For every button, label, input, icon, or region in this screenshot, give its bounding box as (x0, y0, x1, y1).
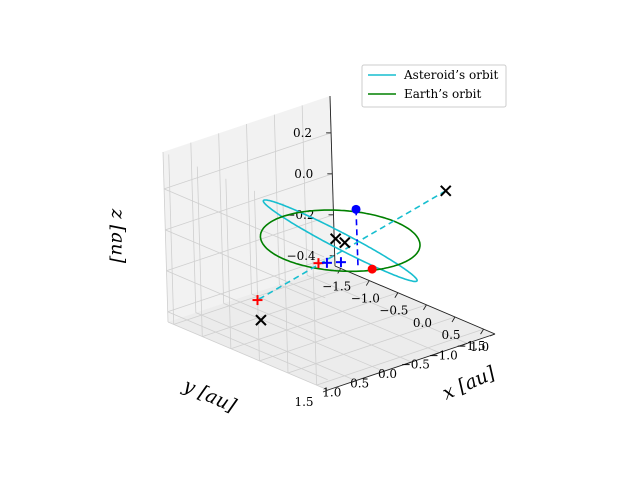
z-tick-label-3: 0.2 (293, 126, 312, 140)
grid-layer (162, 95, 496, 391)
marker-cross-7 (329, 233, 342, 245)
y-tick-label-5: 1.0 (322, 386, 341, 400)
dashed-line-1 (257, 190, 447, 301)
gridline-x-back-3 (254, 190, 260, 361)
gridline-x-back-2 (225, 178, 232, 349)
gridline-y-floor-1 (307, 274, 468, 344)
x-tick-mark-4 (451, 316, 456, 323)
gridline-y-left-5 (190, 142, 197, 313)
marker-plus-5 (335, 257, 346, 268)
marker-cross-b-8 (339, 236, 351, 249)
x-axis-label: x [au] (439, 362, 499, 405)
gridline-y-left-1 (301, 105, 308, 276)
y-tick-label-6: 1.5 (294, 395, 313, 409)
y-tick-mark-0 (489, 333, 496, 337)
y-tick-label-2: −0.5 (401, 358, 430, 372)
gridline-y-left-3 (246, 123, 252, 295)
gridline-y-floor-4 (223, 302, 384, 372)
marker-cross-b-7 (329, 233, 342, 245)
gridline-y-left-4 (218, 133, 225, 304)
marker-plus-3 (252, 295, 263, 306)
marker-cross-b-6 (440, 185, 452, 197)
y-tick-mark-6 (322, 389, 329, 393)
marker-cross-8 (339, 236, 351, 249)
gridline-z-left-1 (166, 214, 334, 272)
gridline-z-back-1 (166, 270, 327, 340)
x-tick-label-2: −0.5 (379, 304, 408, 318)
gridline-z-back-0 (167, 311, 328, 381)
y-tick-mark-1 (461, 342, 468, 346)
z-axis-label: z [au] (107, 208, 129, 264)
y-tick-mark-3 (406, 361, 412, 365)
x-tick-label-4: 0.5 (441, 328, 460, 342)
legend-label-asteroid: Asteroid’s orbit (403, 68, 498, 82)
x-tick-mark-2 (394, 292, 399, 298)
x-tick-label-1: −1.0 (351, 292, 380, 306)
x-tick-mark-5 (480, 328, 484, 335)
y-tick-mark-5 (350, 380, 357, 384)
y-tick-label-3: 0.0 (378, 367, 397, 381)
y-tick-label-4: 0.5 (350, 376, 369, 390)
gridline-z-left-0 (167, 255, 335, 313)
gridline-y-floor-6 (167, 321, 329, 391)
x-tick-label-3: 0.0 (413, 316, 432, 330)
marker-cross-6 (440, 185, 452, 197)
y-axis-label: y [au] (179, 374, 240, 417)
legend-frame (361, 64, 507, 108)
gridline-z-back-2 (165, 229, 326, 299)
gridline-y-floor-5 (195, 312, 356, 382)
x-tick-mark-3 (423, 304, 427, 311)
gridline-z-left-2 (165, 173, 333, 231)
legend: Asteroid’s orbit Earth’s orbit (361, 64, 507, 108)
z-tick-label-2: 0.0 (294, 167, 313, 181)
marker-cross-b-9 (255, 314, 267, 326)
y-tick-mark-4 (378, 370, 384, 374)
gridline-x-back-1 (196, 166, 203, 337)
marker-cross-9 (255, 314, 267, 326)
y-tick-mark-2 (434, 352, 440, 356)
gridline-y-floor-3 (251, 293, 412, 363)
y-tick-label-1: −1.0 (429, 348, 458, 362)
legend-label-earth: Earth’s orbit (404, 87, 481, 101)
gridline-y-floor-2 (279, 284, 440, 354)
y-tick-label-0: −1.5 (456, 339, 485, 353)
x-axis-line (334, 265, 496, 335)
marker-plus-4 (321, 257, 332, 268)
x-tick-label-5: 1.0 (470, 340, 489, 354)
gridline-z-back-3 (163, 188, 325, 258)
z-tick-label-0: −0.4 (287, 249, 317, 263)
x-tick-mark-1 (365, 280, 370, 286)
marker-dot-1 (367, 264, 377, 274)
marker-dot-0 (351, 204, 361, 214)
marker-layer (252, 185, 452, 326)
gridline-x-back-0 (168, 154, 175, 325)
marker-plus-2 (313, 258, 324, 269)
series-line-0 (262, 199, 418, 283)
gridline-x-back-5 (311, 215, 317, 386)
series-line-1 (259, 209, 421, 273)
tick-layer: −1.5−1.0−0.50.00.51.0−1.5−1.0−0.50.00.51… (285, 126, 496, 409)
gridline-y-left-6 (162, 151, 169, 323)
x-tick-label-0: −1.5 (322, 279, 351, 293)
series-layer (257, 190, 447, 301)
gridline-z-left-3 (163, 132, 332, 190)
